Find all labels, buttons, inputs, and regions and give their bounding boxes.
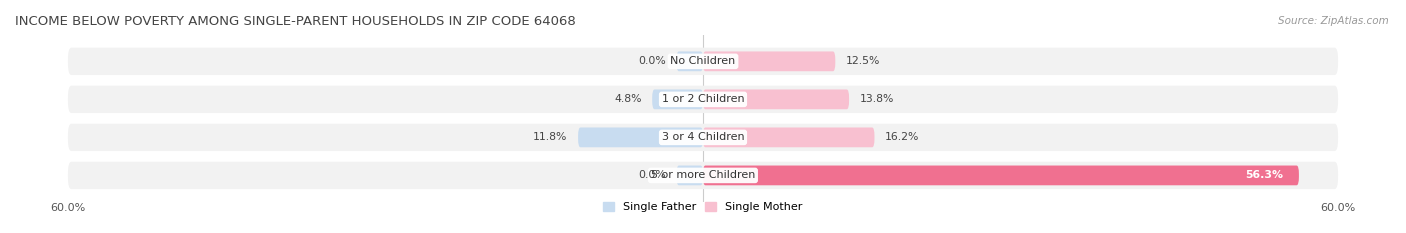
FancyBboxPatch shape <box>676 165 703 185</box>
Text: 11.8%: 11.8% <box>533 132 568 142</box>
Text: No Children: No Children <box>671 56 735 66</box>
Text: 1 or 2 Children: 1 or 2 Children <box>662 94 744 104</box>
FancyBboxPatch shape <box>67 86 1339 113</box>
Text: INCOME BELOW POVERTY AMONG SINGLE-PARENT HOUSEHOLDS IN ZIP CODE 64068: INCOME BELOW POVERTY AMONG SINGLE-PARENT… <box>15 15 575 28</box>
Text: 0.0%: 0.0% <box>638 56 666 66</box>
Text: 0.0%: 0.0% <box>638 170 666 180</box>
FancyBboxPatch shape <box>703 127 875 147</box>
FancyBboxPatch shape <box>652 89 703 109</box>
Text: 5 or more Children: 5 or more Children <box>651 170 755 180</box>
Text: Source: ZipAtlas.com: Source: ZipAtlas.com <box>1278 16 1389 26</box>
Text: 3 or 4 Children: 3 or 4 Children <box>662 132 744 142</box>
Text: 56.3%: 56.3% <box>1246 170 1284 180</box>
Text: 4.8%: 4.8% <box>614 94 641 104</box>
FancyBboxPatch shape <box>67 124 1339 151</box>
Text: 13.8%: 13.8% <box>859 94 894 104</box>
FancyBboxPatch shape <box>578 127 703 147</box>
Text: 16.2%: 16.2% <box>884 132 920 142</box>
Text: 12.5%: 12.5% <box>846 56 880 66</box>
FancyBboxPatch shape <box>703 165 1299 185</box>
FancyBboxPatch shape <box>67 48 1339 75</box>
FancyBboxPatch shape <box>676 51 703 71</box>
Legend: Single Father, Single Mother: Single Father, Single Mother <box>599 197 807 216</box>
FancyBboxPatch shape <box>703 89 849 109</box>
FancyBboxPatch shape <box>67 162 1339 189</box>
FancyBboxPatch shape <box>703 51 835 71</box>
